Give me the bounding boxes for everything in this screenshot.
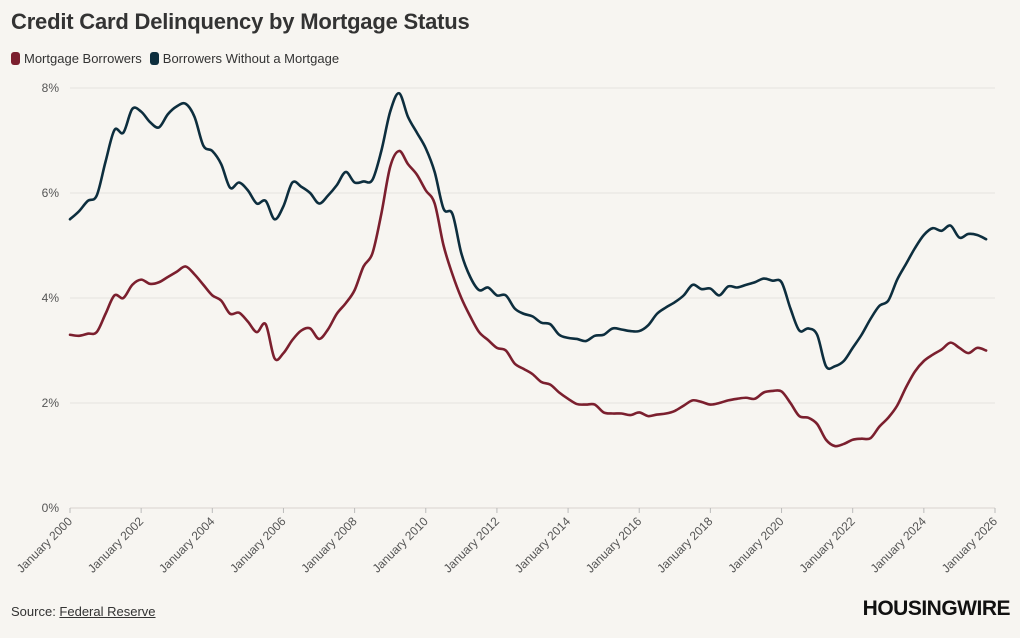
chart-legend: Mortgage Borrowers Borrowers Without a M…	[11, 51, 347, 66]
legend-item-mortgage[interactable]: Mortgage Borrowers	[11, 51, 142, 66]
legend-label-no-mortgage: Borrowers Without a Mortgage	[162, 51, 340, 66]
x-tick-label: January 2012	[441, 514, 503, 576]
source-prefix: Source:	[11, 604, 60, 619]
series-line-borrowers-without-mortgage[interactable]	[68, 91, 988, 371]
x-tick-label: January 2006	[227, 514, 289, 576]
x-tick-label: January 2004	[156, 514, 218, 576]
x-tick-label: January 2024	[868, 514, 930, 576]
x-tick-label: January 2010	[370, 514, 432, 576]
series-line-mortgage-borrowers[interactable]	[68, 149, 988, 448]
y-tick-label: 0%	[42, 501, 60, 515]
x-tick-label: January 2018	[654, 514, 716, 576]
legend-item-no-mortgage[interactable]: Borrowers Without a Mortgage	[149, 51, 340, 66]
x-tick-label: January 2022	[796, 514, 858, 576]
y-tick-label: 6%	[42, 186, 60, 200]
x-tick-label: January 2008	[298, 514, 360, 576]
legend-swatch-mortgage	[11, 52, 20, 65]
housingwire-logo: HOUSINGWIRE	[862, 597, 1011, 620]
x-tick-label: January 2020	[725, 514, 787, 576]
x-tick-label: January 2002	[85, 514, 147, 576]
source-note: Source: Federal Reserve	[11, 604, 156, 619]
series-lines	[68, 91, 988, 448]
chart-title: Credit Card Delinquency by Mortgage Stat…	[11, 9, 470, 34]
grid-lines	[70, 87, 995, 509]
x-tick-label: January 2026	[939, 514, 1001, 576]
source-link[interactable]: Federal Reserve	[59, 604, 156, 619]
x-tick-label: January 2014	[512, 514, 574, 576]
legend-label-mortgage: Mortgage Borrowers	[24, 51, 142, 66]
y-tick-label: 8%	[42, 81, 60, 95]
x-tick-label: January 2000	[14, 514, 76, 576]
y-axis-ticks: 0% 2% 4% 6% 8%	[42, 81, 60, 515]
y-tick-label: 4%	[42, 291, 60, 305]
legend-swatch-no-mortgage	[149, 52, 159, 65]
x-tick-label: January 2016	[583, 514, 645, 576]
x-axis-ticks: January 2000 January 2002 January 2004 Janu…	[14, 508, 1001, 576]
y-tick-label: 2%	[42, 396, 60, 410]
